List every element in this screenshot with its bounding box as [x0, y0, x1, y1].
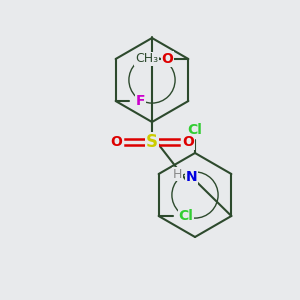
Text: F: F [136, 94, 145, 108]
Text: O: O [110, 135, 122, 149]
Text: CH₃: CH₃ [135, 52, 158, 65]
Text: O: O [182, 135, 194, 149]
Text: O: O [161, 52, 173, 66]
Text: S: S [146, 133, 158, 151]
Text: Cl: Cl [188, 123, 202, 137]
Text: H: H [173, 167, 182, 181]
Text: Cl: Cl [178, 209, 194, 223]
Text: N: N [186, 170, 197, 184]
